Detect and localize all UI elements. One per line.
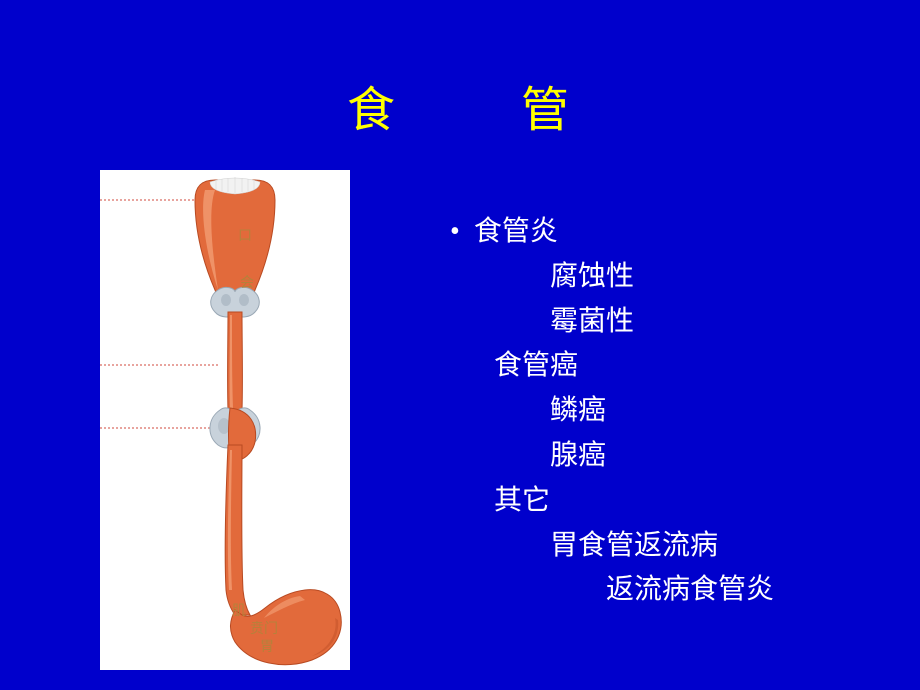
outline-item-squamous: 鳞癌 <box>450 389 860 434</box>
esophagus-svg <box>100 170 350 670</box>
diagram-label-stomach: 胃 <box>260 636 274 656</box>
outline-item-corrosive: 腐蚀性 <box>450 255 860 300</box>
outline-item-reflux-esophagitis: 返流病食管炎 <box>450 568 860 613</box>
diagram-label-oropharynx: 口 <box>238 225 252 245</box>
outline-item-esophagitis: 食管炎 <box>474 210 558 255</box>
diagram-label-cardia: 贲门 <box>250 618 278 638</box>
content-area: 口 会 肌 贲门 胃 • 食管炎 腐蚀性 霉菌性 食管癌 鳞癌 腺癌 其它 胃食… <box>0 170 920 670</box>
title-char-2: 管 <box>521 84 573 137</box>
outline-row-0: • 食管炎 <box>450 210 860 255</box>
slide-title: 食 管 <box>0 0 920 140</box>
outline-item-gerd: 胃食管返流病 <box>450 524 860 569</box>
outline-item-fungal: 霉菌性 <box>450 300 860 345</box>
bullet-icon: • <box>450 210 460 255</box>
esophagus-diagram: 口 会 肌 贲门 胃 <box>100 170 350 670</box>
diagram-label-les: 肌 <box>232 600 246 620</box>
outline-item-cancer: 食管癌 <box>450 344 860 389</box>
outline-text: • 食管炎 腐蚀性 霉菌性 食管癌 鳞癌 腺癌 其它 胃食管返流病 返流病食管炎 <box>350 170 860 670</box>
outline-item-adeno: 腺癌 <box>450 434 860 479</box>
outline-item-other: 其它 <box>450 479 860 524</box>
diagram-label-epiglottis: 会 <box>240 272 254 292</box>
title-char-1: 食 <box>347 84 399 137</box>
